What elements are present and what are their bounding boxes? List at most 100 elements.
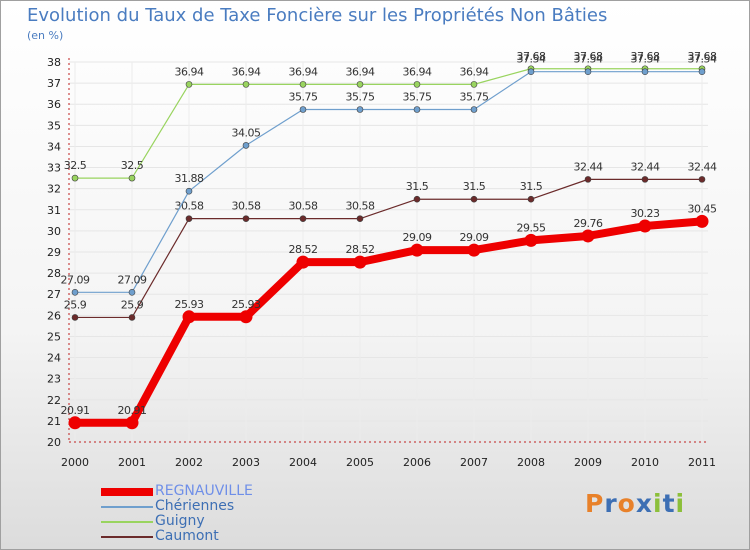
proxiti-logo: Proxiti bbox=[585, 489, 685, 518]
series-ch-riennes: 27.09 27.09 31.88 34.05 35.75 35.75 35.75 35.75… bbox=[61, 53, 717, 296]
data-label: 37.68 bbox=[631, 50, 660, 63]
data-label: 31.5 bbox=[520, 180, 543, 193]
legend-label: Chériennes bbox=[155, 498, 235, 514]
data-point bbox=[128, 289, 136, 296]
legend-label: Guigny bbox=[155, 513, 205, 529]
y-tick-label: 22 bbox=[47, 394, 61, 407]
x-tick-label: 2002 bbox=[175, 456, 203, 469]
data-label: 31.88 bbox=[175, 172, 204, 185]
series-line bbox=[71, 217, 706, 427]
data-label: 35.75 bbox=[289, 91, 318, 104]
data-label: 35.75 bbox=[403, 91, 432, 104]
data-point bbox=[71, 314, 79, 321]
data-label: 37.54 bbox=[688, 53, 717, 66]
data-point bbox=[470, 81, 478, 88]
y-tick-label: 37 bbox=[47, 77, 61, 90]
data-point bbox=[698, 176, 706, 183]
series-line bbox=[74, 68, 703, 179]
data-point bbox=[242, 142, 250, 149]
data-label: 28.52 bbox=[346, 243, 375, 256]
data-point bbox=[413, 106, 421, 113]
data-label: 29.09 bbox=[403, 231, 432, 244]
x-tick-label: 2000 bbox=[61, 456, 89, 469]
data-label: 36.94 bbox=[289, 65, 318, 78]
data-point bbox=[299, 215, 307, 222]
data-point bbox=[242, 215, 250, 222]
y-tick-label: 26 bbox=[47, 309, 61, 322]
y-tick-label: 23 bbox=[47, 373, 61, 386]
data-label: 37.68 bbox=[574, 50, 603, 63]
data-label: 37.54 bbox=[631, 53, 660, 66]
x-tick-label: 2003 bbox=[232, 456, 260, 469]
data-label: 30.23 bbox=[631, 207, 660, 220]
logo-letter: i bbox=[675, 489, 686, 518]
legend-label: REGNAUVILLE bbox=[155, 483, 253, 499]
data-point bbox=[356, 106, 364, 113]
data-point bbox=[410, 243, 424, 257]
logo-letter: i bbox=[653, 489, 663, 518]
logo-letter: P bbox=[585, 489, 605, 518]
y-tick-label: 21 bbox=[47, 415, 61, 428]
data-label: 29.76 bbox=[574, 217, 603, 230]
data-label: 35.75 bbox=[460, 91, 489, 104]
data-label: 34.05 bbox=[232, 126, 261, 139]
data-point bbox=[527, 195, 535, 203]
y-tick-label: 27 bbox=[47, 288, 61, 301]
data-label: 37.68 bbox=[688, 50, 717, 63]
x-tick-label: 2006 bbox=[403, 456, 431, 469]
y-tick-label: 34 bbox=[47, 140, 61, 153]
legend-swatch bbox=[101, 488, 153, 496]
x-tick-label: 2004 bbox=[289, 456, 317, 469]
data-label: 32.5 bbox=[64, 159, 87, 172]
x-tick-label: 2007 bbox=[460, 456, 488, 469]
data-label: 25.93 bbox=[175, 298, 204, 311]
data-point bbox=[182, 310, 196, 324]
data-point bbox=[128, 314, 136, 321]
data-label: 25.9 bbox=[121, 298, 144, 311]
data-point bbox=[524, 233, 538, 247]
data-point bbox=[470, 195, 478, 203]
data-point bbox=[239, 310, 253, 324]
data-label: 30.58 bbox=[346, 200, 375, 213]
x-tick-label: 2011 bbox=[688, 456, 716, 469]
data-point bbox=[299, 106, 307, 113]
data-label: 37.68 bbox=[517, 50, 546, 63]
series-caumont: 25.9 25.9 30.58 30.58 30.58 30.58 31.5 31.5 31.5… bbox=[64, 160, 717, 321]
data-point bbox=[68, 416, 82, 430]
y-tick-label: 33 bbox=[47, 162, 61, 175]
logo-letter: o bbox=[617, 489, 636, 518]
data-label: 32.5 bbox=[121, 159, 144, 172]
data-label: 36.94 bbox=[403, 65, 432, 78]
data-point bbox=[125, 416, 139, 430]
series-line bbox=[74, 178, 703, 319]
data-label: 32.44 bbox=[631, 160, 660, 173]
data-label: 31.5 bbox=[463, 180, 486, 193]
x-tick-label: 2005 bbox=[346, 456, 374, 469]
data-point bbox=[467, 243, 481, 257]
y-tick-label: 25 bbox=[47, 330, 61, 343]
y-tick-label: 24 bbox=[47, 352, 61, 365]
data-point bbox=[296, 255, 310, 269]
data-point bbox=[527, 68, 535, 76]
data-point bbox=[185, 81, 193, 88]
legend-swatch bbox=[101, 521, 153, 523]
y-tick-label: 31 bbox=[47, 204, 61, 217]
data-point bbox=[71, 174, 79, 182]
y-tick-label: 36 bbox=[47, 98, 61, 111]
data-point bbox=[584, 68, 592, 76]
data-point bbox=[698, 68, 706, 76]
data-point bbox=[356, 215, 364, 222]
legend-swatch bbox=[101, 536, 153, 538]
logo-letter: x bbox=[635, 489, 653, 518]
data-point bbox=[695, 214, 709, 228]
y-tick-label: 32 bbox=[47, 183, 61, 196]
x-tick-label: 2009 bbox=[574, 456, 602, 469]
data-point bbox=[581, 229, 595, 243]
data-label: 27.09 bbox=[61, 273, 90, 286]
data-label: 30.58 bbox=[175, 200, 204, 213]
data-label: 32.44 bbox=[688, 160, 717, 173]
data-label: 28.52 bbox=[289, 243, 318, 256]
data-label: 20.91 bbox=[118, 404, 147, 417]
